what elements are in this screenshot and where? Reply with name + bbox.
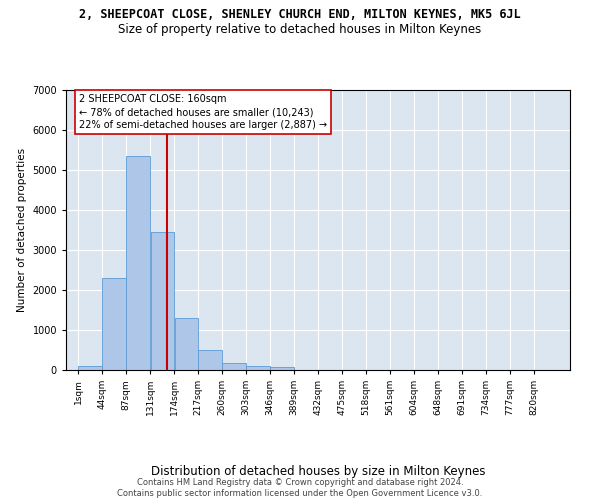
Text: Contains HM Land Registry data © Crown copyright and database right 2024.
Contai: Contains HM Land Registry data © Crown c… bbox=[118, 478, 482, 498]
Bar bbox=[151, 232, 174, 370]
Y-axis label: Number of detached properties: Number of detached properties bbox=[17, 148, 27, 312]
Bar bbox=[102, 278, 125, 370]
Bar bbox=[126, 156, 149, 370]
Bar bbox=[78, 366, 101, 370]
Text: 2 SHEEPCOAT CLOSE: 160sqm
← 78% of detached houses are smaller (10,243)
22% of s: 2 SHEEPCOAT CLOSE: 160sqm ← 78% of detac… bbox=[79, 94, 327, 130]
Text: Size of property relative to detached houses in Milton Keynes: Size of property relative to detached ho… bbox=[118, 22, 482, 36]
Text: Distribution of detached houses by size in Milton Keynes: Distribution of detached houses by size … bbox=[151, 464, 485, 477]
Bar bbox=[247, 366, 270, 370]
Bar bbox=[223, 363, 246, 370]
Bar bbox=[199, 350, 222, 370]
Text: 2, SHEEPCOAT CLOSE, SHENLEY CHURCH END, MILTON KEYNES, MK5 6JL: 2, SHEEPCOAT CLOSE, SHENLEY CHURCH END, … bbox=[79, 8, 521, 20]
Bar bbox=[271, 367, 294, 370]
Bar bbox=[175, 318, 198, 370]
